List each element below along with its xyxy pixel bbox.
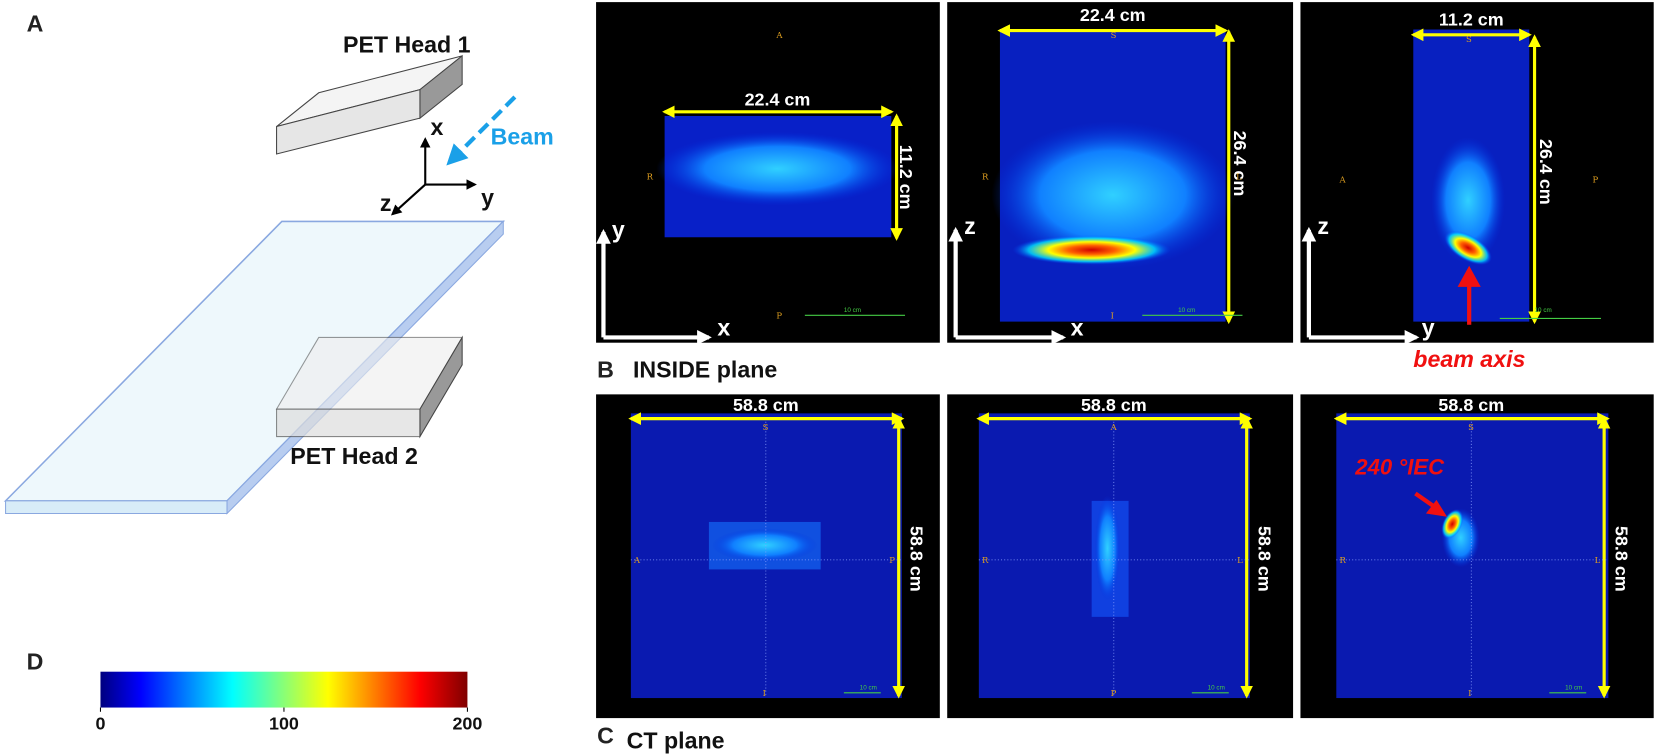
panel-b: 22.4 cm 11.2 cm A R P 10 cm y x 22.4 cm … — [596, 2, 1654, 382]
dimension-label: 58.8 cm — [1254, 526, 1274, 592]
dimension-label: 11.2 cm — [1439, 9, 1504, 29]
panel-label: C — [597, 722, 614, 748]
panel-d: D 0 100 200 — [27, 649, 483, 734]
dimension-label: 58.8 cm — [906, 526, 926, 592]
dimension-label: 26.4 cm — [1536, 139, 1556, 205]
axis-label: z — [1317, 213, 1329, 239]
axis-label: z — [964, 213, 976, 239]
dimension-label: 58.8 cm — [1081, 395, 1147, 415]
orientation: P — [1593, 174, 1599, 184]
axis-label: x — [431, 114, 444, 140]
orientation: R — [1339, 555, 1346, 565]
shape — [390, 183, 426, 216]
dimension-label: 26.4 cm — [1230, 131, 1250, 197]
dimension-label: 58.8 cm — [1612, 526, 1632, 592]
shape — [419, 335, 463, 439]
panel-title: CT plane — [627, 728, 725, 754]
beam-label: Beam — [491, 123, 554, 149]
tick-label: 0 — [95, 714, 105, 734]
shape — [1012, 235, 1171, 265]
colorbar — [100, 671, 468, 708]
orientation: R — [647, 171, 654, 181]
tick-label: 200 — [452, 714, 482, 734]
panel-label: D — [27, 649, 44, 675]
shape — [656, 131, 899, 206]
dimension-label: 11.2 cm — [896, 145, 916, 210]
orientation: I — [1111, 310, 1114, 320]
head-label: PET Head 2 — [290, 443, 418, 469]
dimension-label: 58.8 cm — [1438, 395, 1504, 415]
orientation: A — [1338, 174, 1346, 184]
shape — [454, 95, 517, 158]
axis-label: y — [1422, 314, 1435, 340]
dimension-label: 58.8 cm — [733, 395, 799, 415]
shape — [1425, 499, 1448, 517]
shape — [1444, 230, 1492, 265]
panel-label: B — [597, 356, 614, 382]
scale-bar: 10 cm — [844, 307, 861, 314]
panel-title: INSIDE plane — [633, 356, 777, 382]
shape — [446, 143, 469, 166]
orientation: P — [1111, 688, 1117, 698]
axis-label: z — [380, 190, 392, 216]
orientation: A — [633, 555, 641, 565]
orientation: S — [1468, 422, 1474, 432]
shape — [1094, 495, 1121, 602]
head-label: PET Head 1 — [343, 32, 471, 58]
orientation: A — [775, 30, 783, 40]
orientation: P — [776, 310, 782, 320]
scale-bar: 10 cm — [1178, 307, 1195, 314]
axis-label: y — [481, 185, 494, 211]
scale-bar: 10 cm — [1565, 685, 1582, 692]
axis-label: x — [1071, 314, 1084, 340]
shape — [5, 500, 228, 515]
orientation: L — [1595, 555, 1601, 565]
shape — [991, 121, 1235, 269]
dimension-label: 22.4 cm — [745, 89, 811, 109]
scale-bar: 10 cm — [1535, 307, 1552, 314]
orientation: S — [1466, 34, 1472, 44]
dimension-label: 22.4 cm — [1080, 5, 1146, 25]
orientation: I — [763, 688, 766, 698]
orientation: L — [1236, 171, 1242, 181]
tick-label: 100 — [269, 714, 299, 734]
orientation: S — [1111, 30, 1117, 40]
axis-label: x — [717, 314, 730, 340]
annotation: 240 °IEC — [1354, 455, 1445, 480]
scale-bar: 10 cm — [1208, 685, 1225, 692]
shape — [276, 408, 421, 438]
orientation: I — [1468, 688, 1471, 698]
orientation: P — [889, 555, 895, 565]
shape — [419, 54, 463, 120]
axis-label: y — [612, 216, 625, 242]
orientation: R — [982, 555, 989, 565]
annotation: beam axis — [1413, 346, 1525, 372]
shape — [1457, 265, 1481, 287]
panel-a: A PET Head 1 PET Head 2 x y z Beam — [3, 11, 554, 515]
orientation: S — [763, 422, 769, 432]
shape — [712, 528, 818, 563]
panel-c: 240 °IEC C CT plane — [596, 394, 1654, 754]
orientation: R — [982, 171, 989, 181]
orientation: L — [1237, 555, 1243, 565]
panel-label: A — [27, 11, 44, 37]
scale-bar: 10 cm — [860, 685, 877, 692]
orientation: A — [1110, 422, 1118, 432]
ct-images: 58.8 cm 58.8 cm S I A P 10 cm 58.8 cm 58.8 cm A P R… — [628, 395, 1632, 699]
